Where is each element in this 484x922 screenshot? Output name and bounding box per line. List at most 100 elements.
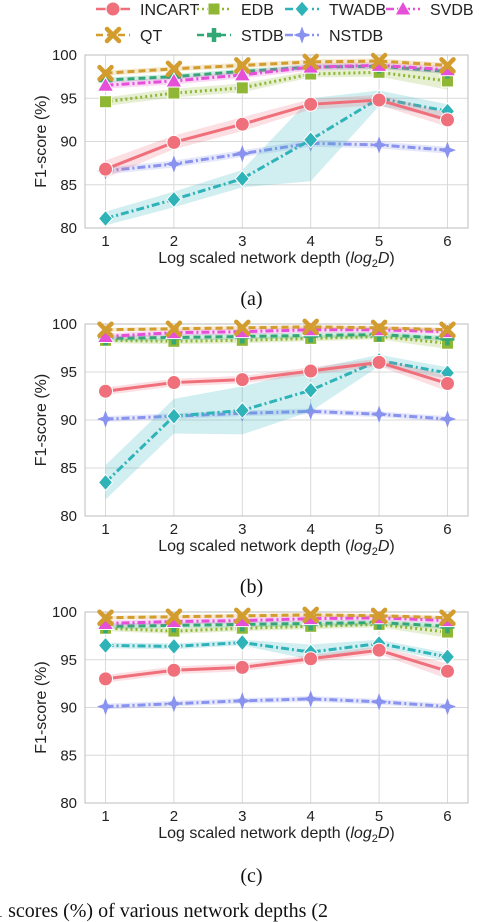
confidence-band: [105, 354, 448, 500]
y-tick-label: 90: [60, 700, 77, 717]
y-tick-label: 100: [52, 604, 77, 621]
data-point: [97, 209, 114, 228]
chart-panel-1: 80 85 90 95 100 1 2 3 4 5 6 F1-score (%) Log scaled …: [33, 47, 469, 310]
x-tick-label: 4: [307, 233, 315, 250]
panels: 80 85 90 95 100 1 2 3 4 5 6 F1-score (%) Log scaled …: [33, 47, 469, 887]
x-tick-label: 4: [307, 521, 315, 538]
series-line: [105, 620, 448, 628]
chart-panel-2: 80 85 90 95 100 1 2 3 4 5 6 F1-score (%) Log scaled …: [33, 316, 469, 598]
y-axis-label: F1-score (%): [33, 374, 50, 466]
y-tick-label: 80: [60, 220, 77, 237]
confidence-band: [105, 696, 448, 710]
x-tick-label: 6: [443, 808, 451, 825]
legend-marker: [207, 28, 221, 42]
data-point: [99, 95, 113, 109]
plot-frame: [84, 323, 469, 517]
data-point: [166, 190, 182, 209]
series-incart: [98, 642, 455, 687]
y-tick-label: 80: [60, 795, 77, 812]
caption-fragment: F1 scores (%) of various network depths …: [0, 900, 328, 922]
data-point: [302, 53, 319, 71]
x-tick-label: 5: [375, 808, 383, 825]
data-point: [165, 60, 183, 78]
data-point: [166, 662, 182, 678]
legend-item-svdb: SVDB: [386, 0, 474, 19]
x-tick-label: 6: [443, 521, 451, 538]
series-line: [105, 63, 448, 87]
y-tick-label: 100: [52, 47, 77, 64]
data-point: [96, 410, 115, 428]
data-point: [165, 155, 183, 173]
data-point: [439, 609, 456, 626]
data-point: [97, 473, 114, 492]
legend-marker: [105, 1, 121, 17]
confidence-band: [105, 58, 448, 76]
series-line: [105, 328, 448, 338]
data-point: [97, 609, 114, 626]
data-point: [98, 383, 114, 399]
data-point: [96, 697, 115, 716]
y-tick-label: 85: [60, 460, 77, 477]
y-tick-label: 95: [60, 90, 77, 107]
legend-item-edb: EDB: [197, 2, 274, 19]
y-axis-label: F1-score (%): [33, 95, 50, 187]
data-point: [234, 319, 251, 337]
y-tick-label: 100: [52, 316, 77, 333]
data-point: [303, 651, 319, 667]
data-point: [234, 659, 250, 675]
series-line: [105, 360, 448, 393]
series-line: [105, 616, 448, 625]
series-line: [105, 64, 448, 82]
series-line: [105, 333, 448, 340]
data-point: [98, 161, 114, 177]
x-tick-label: 6: [443, 233, 451, 250]
data-point: [165, 608, 183, 626]
series-qt: [97, 606, 456, 626]
x-axis-label: Log scaled network depth (log2D): [158, 825, 395, 845]
x-axis-label: Log scaled network depth (log2D): [158, 538, 395, 558]
data-point: [371, 642, 387, 658]
panel-label: (b): [240, 576, 263, 598]
y-tick-label: 95: [60, 364, 77, 381]
legend-item-twadb: TWADB: [285, 0, 386, 19]
y-tick-label: 80: [60, 508, 77, 525]
data-point: [234, 169, 250, 188]
series-line: [105, 641, 448, 659]
series-line: [105, 141, 448, 173]
series-line: [105, 409, 448, 421]
data-point: [234, 633, 250, 652]
series-line: [104, 98, 448, 171]
series-incart: [98, 92, 455, 178]
data-point: [370, 405, 388, 423]
y-axis-label: F1-score (%): [33, 661, 50, 753]
data-point: [165, 694, 183, 713]
legend-label: EDB: [241, 2, 274, 19]
data-point: [439, 321, 456, 339]
legend-marker: [104, 26, 122, 44]
data-point: [438, 141, 457, 159]
data-point: [302, 606, 319, 624]
data-point: [234, 607, 251, 625]
chart-panel-3: 80 85 90 95 100 1 2 3 4 5 6 F1-score (%) Log scaled …: [33, 604, 469, 887]
data-point: [166, 637, 182, 656]
x-tick-label: 5: [375, 521, 383, 538]
data-point: [235, 81, 249, 95]
y-tick-label: 95: [60, 652, 77, 669]
legend-label: QT: [140, 28, 162, 45]
data-point: [370, 607, 388, 625]
data-point: [371, 354, 387, 370]
legend-marker: [207, 2, 221, 16]
data-point: [234, 401, 250, 420]
x-tick-label: 3: [238, 521, 246, 538]
data-point: [303, 381, 319, 399]
data-point: [303, 131, 319, 149]
data-point: [303, 96, 319, 112]
plot-frame: [84, 54, 469, 229]
x-tick-label: 2: [170, 808, 178, 825]
data-point: [98, 671, 114, 687]
x-tick-label: 1: [101, 233, 109, 250]
x-tick-label: 1: [101, 808, 109, 825]
series-nstdb: [96, 690, 457, 716]
data-point: [301, 690, 320, 708]
data-point: [370, 52, 388, 70]
